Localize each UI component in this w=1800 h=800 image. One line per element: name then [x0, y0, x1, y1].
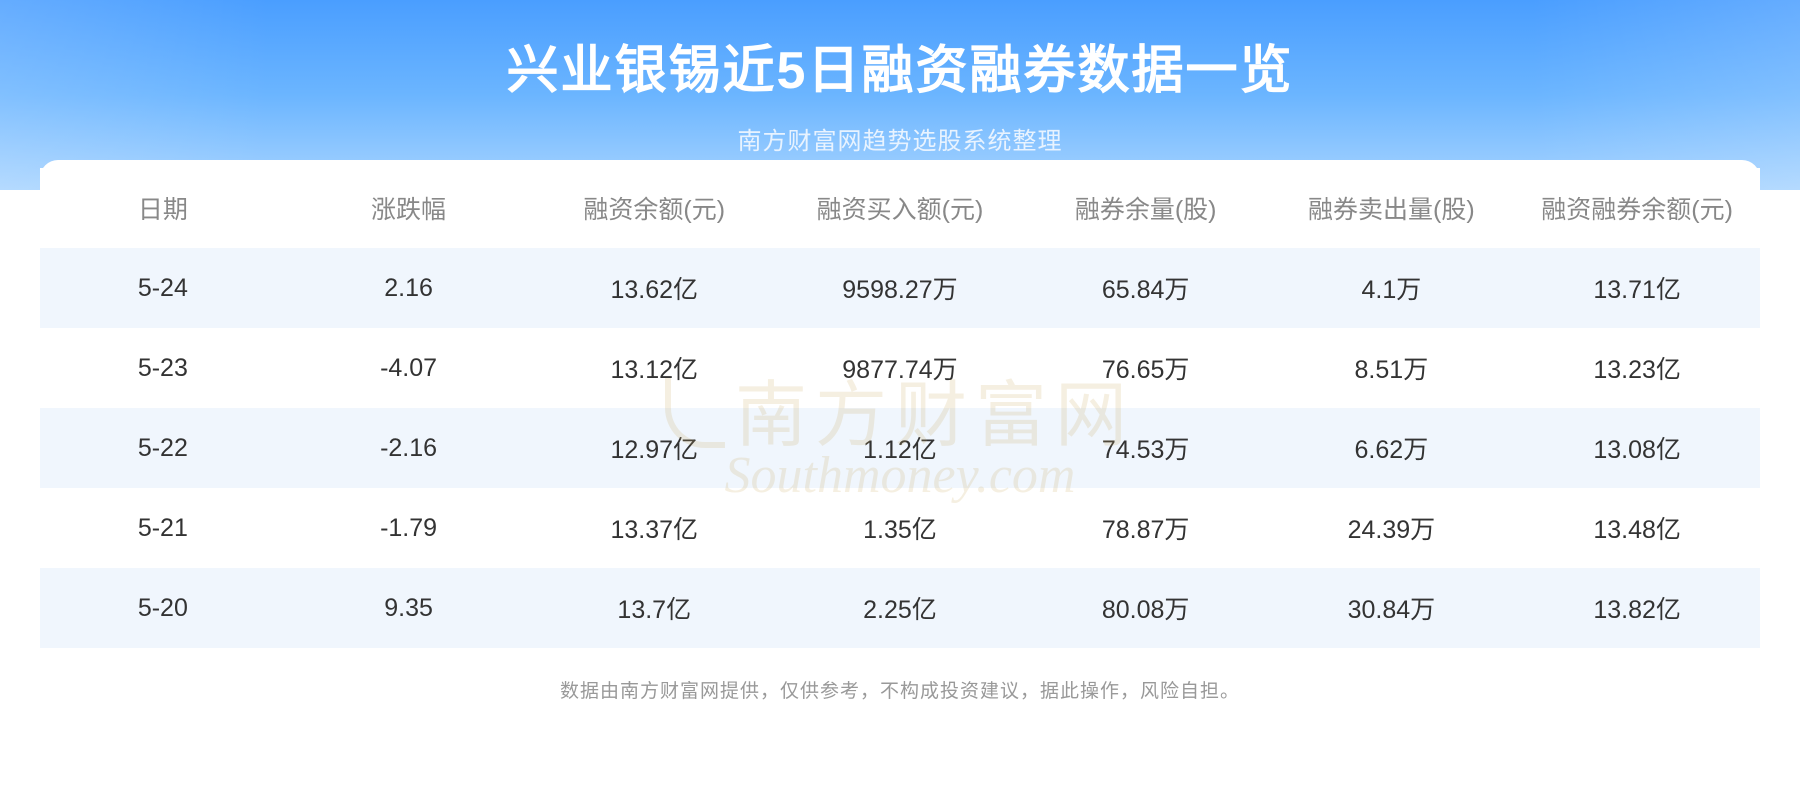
cell-margin-buy: 9598.27万 [777, 248, 1023, 328]
page-title: 兴业银锡近5日融资融券数据一览 [0, 0, 1800, 103]
cell-margin-balance: 12.97亿 [531, 408, 777, 488]
cell-short-balance: 78.87万 [1023, 488, 1269, 568]
cell-date: 5-20 [40, 568, 286, 648]
cell-date: 5-21 [40, 488, 286, 568]
cell-short-balance: 76.65万 [1023, 328, 1269, 408]
cell-change: -4.07 [286, 328, 532, 408]
cell-date: 5-24 [40, 248, 286, 328]
col-change: 涨跌幅 [286, 168, 532, 248]
cell-change: -2.16 [286, 408, 532, 488]
table-body: 5-24 2.16 13.62亿 9598.27万 65.84万 4.1万 13… [40, 248, 1760, 648]
cell-change: 2.16 [286, 248, 532, 328]
cell-change: 9.35 [286, 568, 532, 648]
cell-margin-buy: 2.25亿 [777, 568, 1023, 648]
table-row: 5-23 -4.07 13.12亿 9877.74万 76.65万 8.51万 … [40, 328, 1760, 408]
cell-margin-balance: 13.12亿 [531, 328, 777, 408]
table-container: 日期 涨跌幅 融资余额(元) 融资买入额(元) 融券余量(股) 融券卖出量(股)… [40, 160, 1760, 703]
col-margin-buy: 融资买入额(元) [777, 168, 1023, 248]
cell-total-balance: 13.82亿 [1514, 568, 1760, 648]
cell-margin-balance: 13.62亿 [531, 248, 777, 328]
cell-short-balance: 80.08万 [1023, 568, 1269, 648]
disclaimer-text: 数据由南方财富网提供，仅供参考，不构成投资建议，据此操作，风险自担。 [40, 676, 1760, 703]
cell-margin-balance: 13.7亿 [531, 568, 777, 648]
cell-short-sell: 6.62万 [1269, 408, 1515, 488]
table-row: 5-22 -2.16 12.97亿 1.12亿 74.53万 6.62万 13.… [40, 408, 1760, 488]
col-margin-balance: 融资余额(元) [531, 168, 777, 248]
cell-date: 5-23 [40, 328, 286, 408]
cell-short-sell: 24.39万 [1269, 488, 1515, 568]
col-date: 日期 [40, 168, 286, 248]
cell-total-balance: 13.23亿 [1514, 328, 1760, 408]
table-header-row: 日期 涨跌幅 融资余额(元) 融资买入额(元) 融券余量(股) 融券卖出量(股)… [40, 168, 1760, 248]
cell-total-balance: 13.08亿 [1514, 408, 1760, 488]
cell-short-balance: 65.84万 [1023, 248, 1269, 328]
cell-total-balance: 13.48亿 [1514, 488, 1760, 568]
cell-short-sell: 4.1万 [1269, 248, 1515, 328]
cell-margin-buy: 1.35亿 [777, 488, 1023, 568]
table-row: 5-21 -1.79 13.37亿 1.35亿 78.87万 24.39万 13… [40, 488, 1760, 568]
page-subtitle: 南方财富网趋势选股系统整理 [0, 121, 1800, 156]
cell-change: -1.79 [286, 488, 532, 568]
cell-margin-balance: 13.37亿 [531, 488, 777, 568]
cell-short-sell: 8.51万 [1269, 328, 1515, 408]
margin-data-table: 日期 涨跌幅 融资余额(元) 融资买入额(元) 融券余量(股) 融券卖出量(股)… [40, 168, 1760, 648]
cell-short-sell: 30.84万 [1269, 568, 1515, 648]
table-row: 5-24 2.16 13.62亿 9598.27万 65.84万 4.1万 13… [40, 248, 1760, 328]
cell-short-balance: 74.53万 [1023, 408, 1269, 488]
cell-total-balance: 13.71亿 [1514, 248, 1760, 328]
col-short-sell: 融券卖出量(股) [1269, 168, 1515, 248]
cell-margin-buy: 1.12亿 [777, 408, 1023, 488]
col-total-balance: 融资融券余额(元) [1514, 168, 1760, 248]
table-row: 5-20 9.35 13.7亿 2.25亿 80.08万 30.84万 13.8… [40, 568, 1760, 648]
col-short-balance: 融券余量(股) [1023, 168, 1269, 248]
cell-margin-buy: 9877.74万 [777, 328, 1023, 408]
cell-date: 5-22 [40, 408, 286, 488]
